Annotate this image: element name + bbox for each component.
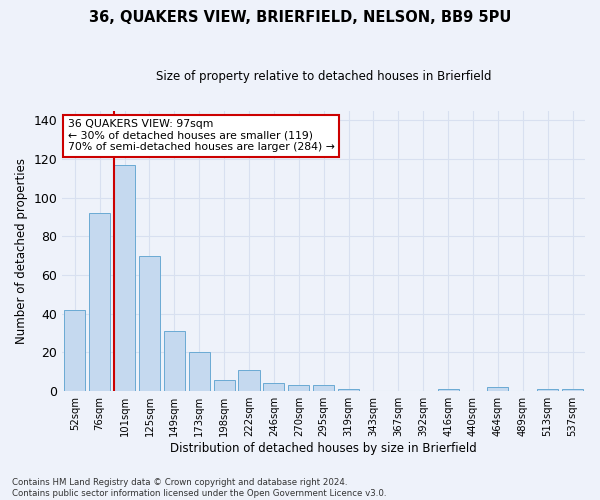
Bar	[64, 310, 85, 391]
Text: 36, QUAKERS VIEW, BRIERFIELD, NELSON, BB9 5PU: 36, QUAKERS VIEW, BRIERFIELD, NELSON, BB…	[89, 10, 511, 25]
Y-axis label: Number of detached properties: Number of detached properties	[15, 158, 28, 344]
Bar	[214, 380, 235, 391]
Title: Size of property relative to detached houses in Brierfield: Size of property relative to detached ho…	[156, 70, 491, 83]
Bar	[562, 390, 583, 391]
Bar	[313, 386, 334, 391]
Bar	[164, 331, 185, 391]
Bar	[338, 390, 359, 391]
Bar	[487, 388, 508, 391]
Bar	[437, 390, 458, 391]
X-axis label: Distribution of detached houses by size in Brierfield: Distribution of detached houses by size …	[170, 442, 477, 455]
Bar	[139, 256, 160, 391]
Bar	[537, 390, 558, 391]
Text: Contains HM Land Registry data © Crown copyright and database right 2024.
Contai: Contains HM Land Registry data © Crown c…	[12, 478, 386, 498]
Bar	[288, 386, 310, 391]
Bar	[263, 384, 284, 391]
Text: 36 QUAKERS VIEW: 97sqm
← 30% of detached houses are smaller (119)
70% of semi-de: 36 QUAKERS VIEW: 97sqm ← 30% of detached…	[68, 119, 334, 152]
Bar	[188, 352, 210, 391]
Bar	[114, 165, 135, 391]
Bar	[238, 370, 260, 391]
Bar	[89, 213, 110, 391]
